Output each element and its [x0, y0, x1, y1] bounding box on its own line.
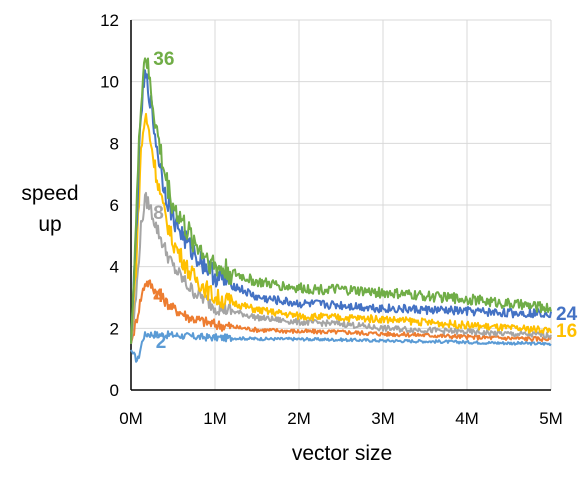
y-axis-title-line2: up: [38, 213, 61, 236]
axes: 0 2 4 6 8 10 12 0M 1M 2M 3M 4M 5M: [100, 11, 563, 428]
y-tick-label: 2: [110, 319, 119, 338]
series-line-8: [130, 191, 552, 344]
series-label-8: 8: [153, 203, 164, 224]
y-tick-label: 8: [110, 134, 119, 153]
x-tick-label: 4M: [455, 409, 479, 428]
x-tick-label: 0M: [119, 409, 143, 428]
series-label-4: 4: [153, 286, 164, 307]
series-label-2: 2: [156, 332, 167, 353]
series-line-16: [130, 112, 552, 344]
series-label-24: 24: [556, 304, 578, 325]
x-tick-label: 3M: [371, 409, 395, 428]
x-tick-label: 5M: [539, 409, 563, 428]
series-line-36: [130, 57, 552, 344]
series-lines: [130, 57, 552, 363]
x-tick-label: 2M: [287, 409, 311, 428]
y-tick-label: 10: [100, 73, 119, 92]
y-tick-label: 6: [110, 196, 119, 215]
x-axis-title: vector size: [292, 442, 392, 465]
series-label-16: 16: [556, 321, 577, 342]
series-label-36: 36: [153, 49, 174, 70]
y-tick-label: 12: [100, 11, 119, 30]
y-tick-label: 4: [110, 258, 119, 277]
y-tick-label: 0: [110, 381, 119, 400]
series-line-4: [130, 279, 552, 345]
x-tick-label: 1M: [203, 409, 227, 428]
series-line-2: [130, 330, 552, 363]
y-axis-title-line1: speed: [21, 182, 78, 205]
